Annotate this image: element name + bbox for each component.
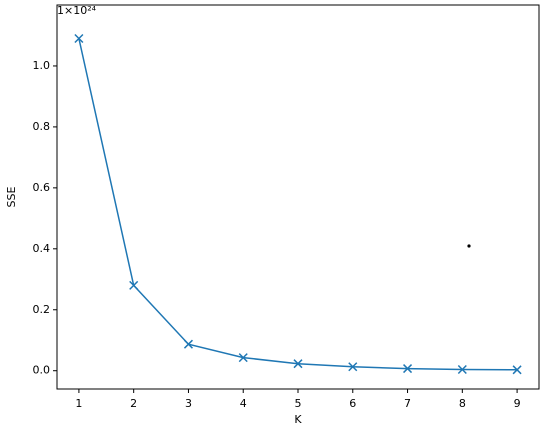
x-tick-label: 3 xyxy=(185,397,192,410)
marker xyxy=(129,280,139,290)
line xyxy=(78,38,518,371)
marker xyxy=(403,364,413,374)
x-tick-label: 5 xyxy=(295,397,302,410)
x-tick-label: 2 xyxy=(130,397,137,410)
x-tick-label: 6 xyxy=(349,397,356,410)
y-tick-label: 0.4 xyxy=(33,242,51,255)
marker xyxy=(512,365,522,375)
y-axis-label: SSE xyxy=(5,186,18,207)
x-tick-label: 8 xyxy=(459,397,466,410)
x-tick-label: 4 xyxy=(240,397,247,410)
y-tick-label: 0.0 xyxy=(33,364,51,377)
marker xyxy=(238,353,248,363)
x-tick-label: 9 xyxy=(514,397,521,410)
x-axis-label: K xyxy=(294,413,302,426)
marker xyxy=(74,33,84,44)
marker xyxy=(183,339,193,349)
stray-dot xyxy=(467,244,471,248)
y-tick-label: 0.2 xyxy=(33,303,51,316)
y-tick-label: 0.6 xyxy=(33,181,51,194)
marker xyxy=(348,362,358,372)
x-tick-label: 1 xyxy=(75,397,82,410)
x-tick-label: 7 xyxy=(404,397,411,410)
y-tick-label: 0.8 xyxy=(33,120,51,133)
axes-frame xyxy=(56,4,540,390)
axis-offset: 1×10²⁴ xyxy=(57,4,97,17)
marker xyxy=(457,364,467,375)
marker xyxy=(293,359,303,369)
y-tick-label: 1.0 xyxy=(33,59,51,72)
